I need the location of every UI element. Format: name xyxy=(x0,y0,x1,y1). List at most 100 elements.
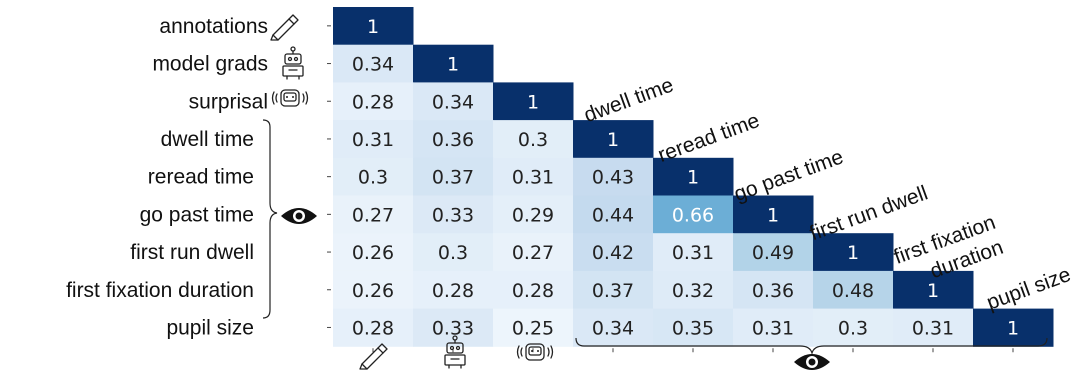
cell-value: 0.37 xyxy=(432,167,474,189)
cell-value: 0.36 xyxy=(432,129,474,151)
cell-value: 0.34 xyxy=(432,91,474,113)
cell-value: 0.25 xyxy=(512,317,554,339)
cell-value: 0.33 xyxy=(432,317,474,339)
cell-value: 1 xyxy=(607,129,619,151)
heatmap-cell xyxy=(573,308,654,347)
cell-value: 0.26 xyxy=(352,242,394,264)
row-label: surprisal xyxy=(189,90,268,113)
cell-value: 1 xyxy=(527,91,539,113)
row-label: pupil size xyxy=(166,316,254,339)
left-brace xyxy=(262,119,278,319)
heatmap-cell xyxy=(653,233,734,272)
heatmap-cell xyxy=(573,157,654,196)
heatmap-cell xyxy=(973,308,1054,347)
heatmap-cell xyxy=(573,270,654,310)
heatmap-cell xyxy=(413,195,494,234)
cell-value: 0.49 xyxy=(752,242,794,264)
row-label: dwell time xyxy=(161,128,254,151)
cell-value: 0.35 xyxy=(672,317,714,339)
heatmap-cell xyxy=(653,157,734,196)
heatmap-cell xyxy=(893,270,974,310)
cell-value: 0.28 xyxy=(352,91,394,113)
heatmap-cell xyxy=(413,157,494,196)
robot-speaking-icon xyxy=(271,89,309,107)
cell-value: 0.3 xyxy=(438,242,468,264)
row-label: go past time xyxy=(140,203,254,226)
cell-value: 0.43 xyxy=(592,167,634,189)
heatmap-cell xyxy=(333,195,414,234)
highlighter-icon xyxy=(270,14,299,41)
heatmap-cell xyxy=(413,120,494,159)
cell-value: 0.34 xyxy=(592,317,634,339)
cell-value: 0.48 xyxy=(832,280,874,302)
cell-value: 1 xyxy=(367,16,379,38)
row-label: reread time xyxy=(148,166,254,189)
heatmap-cell xyxy=(733,195,814,234)
cell-value: 1 xyxy=(767,204,779,226)
cell-value: 0.28 xyxy=(512,280,554,302)
heatmap-cell xyxy=(733,233,814,272)
cell-value: 0.31 xyxy=(912,317,954,339)
highlighter-icon xyxy=(359,343,388,370)
cell-value: 0.34 xyxy=(352,54,394,76)
heatmap-cell xyxy=(493,195,574,234)
row-label: first run dwell xyxy=(130,241,254,264)
bottom-brace xyxy=(575,337,1048,356)
row-label: model grads xyxy=(152,53,268,76)
heatmap-cell xyxy=(813,270,894,310)
heatmap-cell xyxy=(413,44,494,83)
heatmap-cell xyxy=(653,308,734,347)
row-label: first fixation duration xyxy=(66,279,254,302)
cell-value: 0.31 xyxy=(512,167,554,189)
heatmap-cell xyxy=(333,7,414,46)
heatmap-cell xyxy=(573,195,654,234)
heatmap-cell xyxy=(493,233,574,272)
heatmap-cell xyxy=(493,120,574,159)
heatmap-cell xyxy=(333,233,414,272)
heatmap-cell xyxy=(413,233,494,272)
heatmap-cell xyxy=(493,270,574,310)
heatmap-cell xyxy=(493,157,574,196)
heatmap-cell xyxy=(573,233,654,272)
cell-value: 0.37 xyxy=(592,280,634,302)
heatmap-cell xyxy=(333,120,414,159)
robot-icon xyxy=(444,335,466,369)
cell-value: 0.27 xyxy=(352,204,394,226)
cell-value: 1 xyxy=(927,280,939,302)
cell-value: 0.31 xyxy=(752,317,794,339)
heatmap-cell xyxy=(733,270,814,310)
cell-value: 0.28 xyxy=(352,317,394,339)
heatmap-cell xyxy=(413,270,494,310)
cell-value: 1 xyxy=(687,167,699,189)
heatmap-cell xyxy=(813,308,894,347)
heatmap-cell xyxy=(333,157,414,196)
cell-value: 1 xyxy=(1007,317,1019,339)
cell-value: 0.29 xyxy=(512,204,554,226)
cell-value: 0.33 xyxy=(432,204,474,226)
eye-icon xyxy=(794,354,830,370)
row-labels: annotations model grads surprisal dwell tim… xyxy=(66,15,268,340)
robot-icon xyxy=(282,46,304,80)
diagonal-label: dwell time xyxy=(581,74,677,128)
cell-value: 1 xyxy=(847,242,859,264)
cell-value: 0.28 xyxy=(432,280,474,302)
cell-value: 0.42 xyxy=(592,242,634,264)
row-label: annotations xyxy=(159,15,268,38)
heatmap-cell xyxy=(333,44,414,83)
cell-value: 0.26 xyxy=(352,280,394,302)
cell-value: 0.31 xyxy=(352,129,394,151)
heatmap-cell xyxy=(653,195,734,234)
heatmap-cell xyxy=(413,82,494,121)
heatmap-cell xyxy=(653,270,734,310)
heatmap-cells: 1 0.34 1 0.28 0.34 1 0.31 0.36 0.3 1 0.3 0.37 0.31 0.… xyxy=(333,7,1054,347)
heatmap-cell xyxy=(333,270,414,310)
heatmap-cell xyxy=(333,308,414,347)
heatmap-cell xyxy=(733,308,814,347)
diagonal-label: pupil size xyxy=(984,263,1074,315)
heatmap-cell xyxy=(893,308,974,347)
cell-value: 0.27 xyxy=(512,242,554,264)
cell-value: 0.31 xyxy=(672,242,714,264)
heatmap-cell xyxy=(493,308,574,347)
axis-ticks xyxy=(327,25,1014,353)
